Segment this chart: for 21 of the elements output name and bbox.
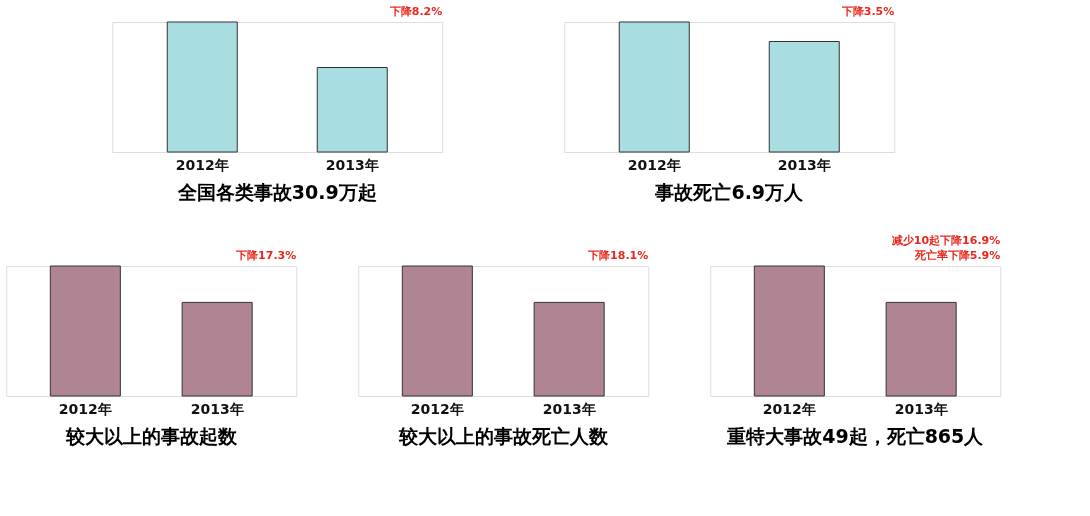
x-tick-label: 2012年 xyxy=(762,400,816,417)
text: 较大以上的事故起数 xyxy=(64,425,238,447)
text: 较大以上的事故死亡人数 xyxy=(397,425,609,447)
text: 减少10起下降16.9% xyxy=(891,234,1001,247)
text: 下降17.3% xyxy=(235,249,297,262)
text: 下降8.2% xyxy=(388,5,443,18)
x-tick-label: 2013年 xyxy=(542,400,596,417)
text: 下降18.1% xyxy=(587,249,649,262)
text: 全国各类事故30.9万起 xyxy=(176,181,377,203)
text: 事故死亡6.9万人 xyxy=(654,181,805,203)
text: 重特大事故49起，死亡865人 xyxy=(726,425,985,447)
x-tick-label: 2012年 xyxy=(410,400,464,417)
x-tick-label: 2013年 xyxy=(190,400,244,417)
text: 死亡率下降5.9% xyxy=(913,249,1001,262)
text: 下降3.5% xyxy=(840,5,895,18)
x-tick-label: 2013年 xyxy=(777,156,831,173)
x-tick-label: 2013年 xyxy=(325,156,379,173)
x-tick-label: 2012年 xyxy=(627,156,681,173)
x-tick-label: 2012年 xyxy=(58,400,112,417)
x-tick-label: 2013年 xyxy=(894,400,948,417)
x-tick-label: 2012年 xyxy=(175,156,229,173)
